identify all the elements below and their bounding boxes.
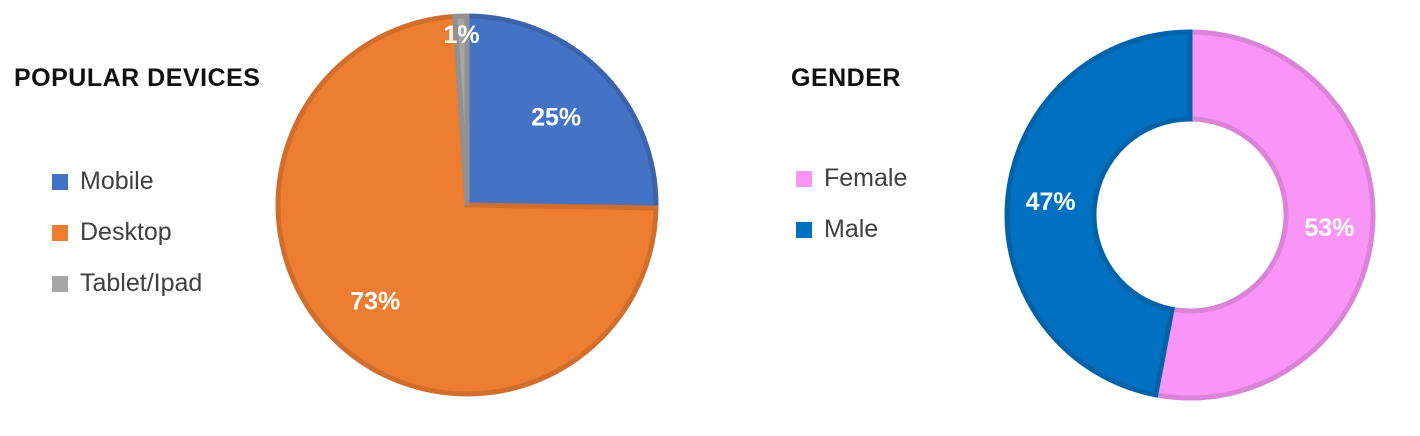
legend-label-male: Male bbox=[824, 215, 879, 243]
legend-item-male: Male bbox=[796, 204, 907, 255]
gender-chart-title: GENDER bbox=[791, 64, 901, 92]
legend-label-desktop: Desktop bbox=[80, 218, 172, 246]
legend-swatch-female bbox=[796, 170, 812, 187]
legend-swatch-male bbox=[796, 221, 812, 238]
slice-desktop bbox=[275, 13, 659, 397]
gender-chart: GENDER Female Male 53% 47% bbox=[760, 0, 1420, 436]
slice-tablet-ipad bbox=[452, 13, 470, 206]
legend-swatch-tablet bbox=[52, 275, 68, 292]
legend-label-female: Female bbox=[824, 164, 908, 192]
devices-chart-title: POPULAR DEVICES bbox=[14, 64, 261, 92]
gender-donut: 53% 47% bbox=[1004, 29, 1376, 401]
data-label-tablet-ipad: 1% bbox=[444, 21, 480, 49]
legend-swatch-desktop bbox=[52, 224, 68, 241]
slice-male bbox=[1004, 29, 1193, 398]
devices-pie: 25% 73% 1% bbox=[275, 13, 659, 397]
data-label-mobile: 25% bbox=[531, 103, 581, 131]
slice-mobile bbox=[464, 13, 659, 211]
devices-legend: Mobile Desktop Tablet/Ipad bbox=[52, 156, 202, 309]
legend-item-desktop: Desktop bbox=[52, 207, 202, 258]
legend-swatch-mobile bbox=[52, 173, 68, 190]
legend-label-mobile: Mobile bbox=[80, 167, 154, 195]
legend-item-mobile: Mobile bbox=[52, 156, 202, 207]
legend-item-female: Female bbox=[796, 153, 907, 204]
data-label-desktop: 73% bbox=[350, 287, 400, 315]
legend-label-tablet: Tablet/Ipad bbox=[80, 269, 203, 297]
popular-devices-chart: POPULAR DEVICES Mobile Desktop Tablet/Ip… bbox=[0, 0, 700, 436]
gender-legend: Female Male bbox=[796, 153, 907, 255]
data-label-male: 47% bbox=[1026, 188, 1076, 216]
slice-female bbox=[1152, 29, 1376, 401]
data-label-female: 53% bbox=[1304, 214, 1354, 242]
legend-item-tablet: Tablet/Ipad bbox=[52, 258, 202, 309]
